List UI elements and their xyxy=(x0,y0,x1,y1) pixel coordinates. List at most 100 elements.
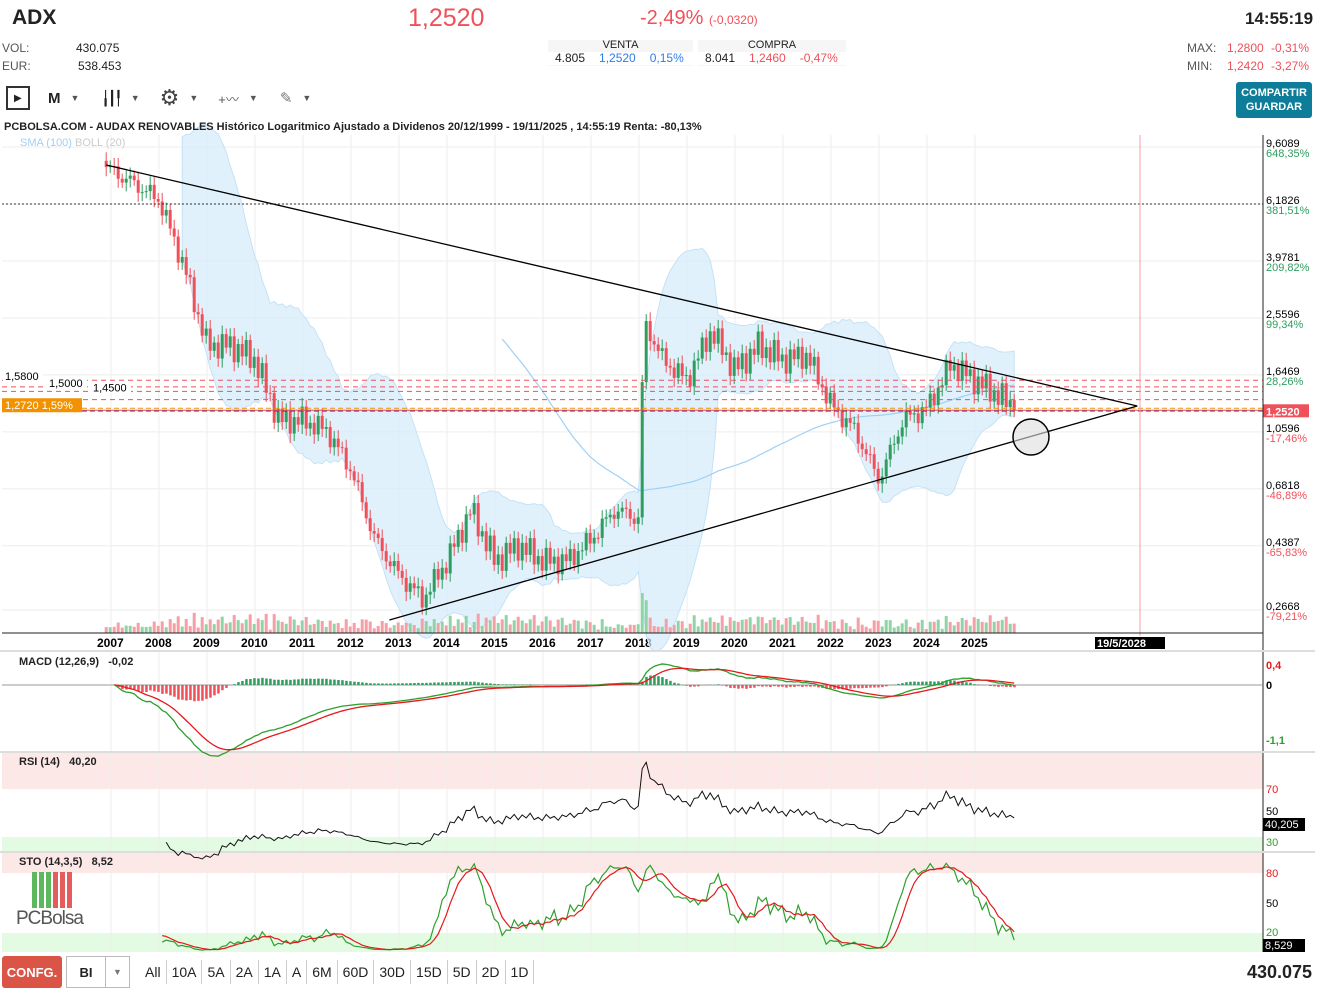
share-button[interactable]: COMPARTIR xyxy=(1241,87,1307,99)
timeframe-5d[interactable]: 5D xyxy=(448,960,477,984)
volume-bar xyxy=(484,617,488,633)
timeframe-60d[interactable]: 60D xyxy=(338,960,375,984)
candle-body xyxy=(152,184,156,200)
save-button[interactable]: GUARDAR xyxy=(1245,101,1303,113)
volume-bar xyxy=(496,622,500,633)
period-selector[interactable]: M xyxy=(48,89,61,107)
timeframe-all[interactable]: All xyxy=(140,960,167,984)
timeframe-1a[interactable]: 1A xyxy=(259,960,287,984)
chevron-down-icon[interactable]: ▼ xyxy=(302,93,312,103)
config-button[interactable]: CONFG. xyxy=(2,956,62,988)
macd-tick: 0,4 xyxy=(1266,660,1282,672)
volume-bar xyxy=(992,621,996,633)
timeframe-2d[interactable]: 2D xyxy=(477,960,506,984)
volume-bar xyxy=(648,617,652,633)
candle-body xyxy=(408,583,412,592)
macd-histogram-bar xyxy=(377,683,380,685)
pencil-icon[interactable]: ✎ xyxy=(279,90,293,107)
candle-body xyxy=(168,209,172,229)
candle-body xyxy=(568,548,572,562)
rsi-overbought-zone xyxy=(2,753,1263,789)
candle-body xyxy=(792,349,796,360)
candle-body xyxy=(704,337,708,352)
macd-histogram-bar xyxy=(381,683,384,685)
candle-body xyxy=(384,551,388,562)
last-price: 1,2520 xyxy=(408,4,485,32)
max-value: 1,2800 xyxy=(1227,41,1264,55)
volume-bar xyxy=(800,616,804,633)
price-chart[interactable]: 2007 2008 2009 2010 2011 2012 2013 2014 2015 2016… xyxy=(0,0,1327,955)
candle-body xyxy=(988,373,992,402)
timeframe-10a[interactable]: 10A xyxy=(167,960,203,984)
macd-tick: 0 xyxy=(1266,680,1272,692)
volume-bar xyxy=(608,626,612,633)
level-label: 1,5000 xyxy=(49,378,83,390)
legend-sma[interactable]: SMA (100) xyxy=(20,137,72,149)
macd-histogram-bar xyxy=(345,680,348,685)
timeframe-6m[interactable]: 6M xyxy=(307,960,338,984)
volume-bar xyxy=(728,617,732,633)
y-tick-label: 6,1826 xyxy=(1266,195,1300,207)
sidebar-toggle-icon[interactable]: ▶ xyxy=(6,86,30,110)
x-tick-label: 2017 xyxy=(577,636,604,650)
macd-histogram-bar xyxy=(657,676,660,685)
candle-body xyxy=(344,447,348,470)
volume-bar xyxy=(628,624,632,633)
macd-histogram-bar xyxy=(665,679,668,685)
timeframe-5a[interactable]: 5A xyxy=(202,960,231,984)
volume-bar xyxy=(748,617,752,633)
volume-bar xyxy=(312,623,316,633)
macd-histogram-bar xyxy=(317,678,320,685)
candle-body xyxy=(648,321,652,342)
chevron-down-icon[interactable]: ▼ xyxy=(105,957,129,987)
macd-histogram-bar xyxy=(413,683,416,685)
timeframe-30d[interactable]: 30D xyxy=(374,960,412,984)
macd-histogram-bar xyxy=(729,685,732,688)
candle-body xyxy=(504,542,508,571)
volume-bar xyxy=(1012,623,1016,633)
candle-body xyxy=(240,344,244,357)
share-save-button[interactable]: COMPARTIR GUARDAR xyxy=(1236,82,1312,118)
timeframe-15d[interactable]: 15D xyxy=(411,960,448,984)
x-tick-label: 2024 xyxy=(913,636,940,650)
macd-tick: -1,1 xyxy=(1266,735,1285,747)
gear-icon[interactable]: ⚙ xyxy=(159,85,180,110)
x-tick-label: 2010 xyxy=(241,636,268,650)
volume-bar xyxy=(516,616,520,633)
mode-value[interactable]: BI xyxy=(79,964,93,980)
macd-histogram-bar xyxy=(397,683,400,685)
candle-body xyxy=(828,392,832,404)
timeframe-a[interactable]: A xyxy=(287,960,308,984)
macd-histogram-bar xyxy=(933,681,936,685)
candle-body xyxy=(256,356,260,379)
candle-body xyxy=(520,542,524,561)
legend-boll[interactable]: BOLL (20) xyxy=(75,137,126,149)
chevron-down-icon[interactable]: ▼ xyxy=(130,93,140,103)
macd-histogram-bar xyxy=(517,684,520,685)
chevron-down-icon[interactable]: ▼ xyxy=(70,93,80,103)
candle-body xyxy=(468,514,472,516)
chevron-down-icon[interactable]: ▼ xyxy=(248,93,258,103)
macd-histogram-bar xyxy=(253,678,256,685)
chevron-down-icon[interactable]: ▼ xyxy=(189,93,199,103)
mode-select[interactable]: BI ▼ xyxy=(66,956,130,988)
macd-histogram-bar xyxy=(909,681,912,685)
candle-body xyxy=(752,348,756,355)
volume-bar xyxy=(672,624,676,633)
volume-bar xyxy=(172,623,176,633)
level-label-bg xyxy=(47,376,87,389)
macd-histogram-bar xyxy=(853,685,856,689)
candlestick-icon[interactable]: ╽┃╿ xyxy=(101,89,122,106)
candle-body xyxy=(800,346,804,369)
timeframe-2a[interactable]: 2A xyxy=(231,960,259,984)
volume-bar xyxy=(396,622,400,633)
candle-body xyxy=(356,480,360,483)
volume-bar xyxy=(896,626,900,633)
candle-body xyxy=(508,542,512,554)
drawing-tools-icon[interactable]: +〰 xyxy=(218,91,239,107)
compra-qty: 8.041 xyxy=(705,51,736,65)
volume-bar xyxy=(844,622,848,633)
timeframe-1d[interactable]: 1D xyxy=(506,960,535,984)
volume-bar xyxy=(352,622,356,633)
candle-body xyxy=(516,538,520,561)
